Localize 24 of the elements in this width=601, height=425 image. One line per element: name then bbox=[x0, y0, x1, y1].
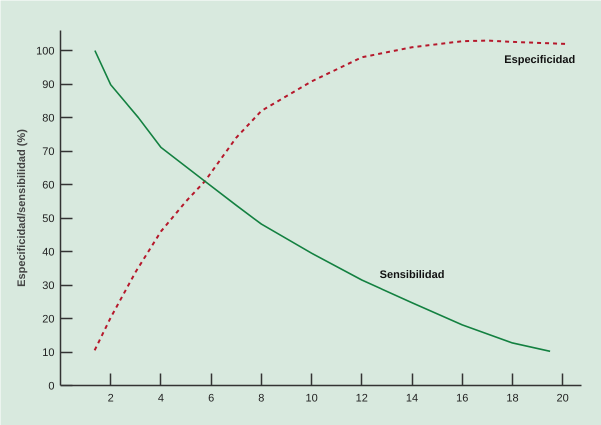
y-tick-label: 60 bbox=[42, 180, 55, 192]
x-tick-label: 4 bbox=[158, 392, 164, 404]
y-axis-title: Especificidad/sensibilidad (%) bbox=[16, 128, 28, 287]
x-tick-label: 12 bbox=[356, 392, 368, 404]
y-tick-label: 50 bbox=[42, 213, 55, 226]
series-label: Especificidad bbox=[504, 54, 576, 66]
series-label: Sensibilidad bbox=[380, 268, 444, 281]
x-tick-label: 20 bbox=[556, 392, 569, 404]
x-tick-label: 16 bbox=[456, 392, 468, 404]
y-tick-label: 0 bbox=[48, 380, 55, 392]
y-tick-label: 80 bbox=[42, 112, 55, 125]
x-tick-label: 14 bbox=[406, 392, 418, 404]
x-tick-label: 8 bbox=[258, 392, 264, 404]
y-tick-label: 30 bbox=[42, 280, 55, 292]
y-tick-label: 40 bbox=[42, 246, 55, 259]
y-tick-label: 20 bbox=[42, 314, 55, 326]
y-tick-label: 70 bbox=[42, 146, 55, 158]
y-tick-label: 90 bbox=[42, 79, 55, 92]
x-tick-label: 18 bbox=[506, 392, 519, 404]
y-tick-label: 10 bbox=[42, 347, 55, 360]
x-tick-label: 2 bbox=[108, 392, 114, 404]
y-tick-label: 100 bbox=[36, 46, 55, 58]
x-tick-label: 10 bbox=[305, 392, 318, 404]
x-tick-label: 6 bbox=[208, 392, 214, 404]
